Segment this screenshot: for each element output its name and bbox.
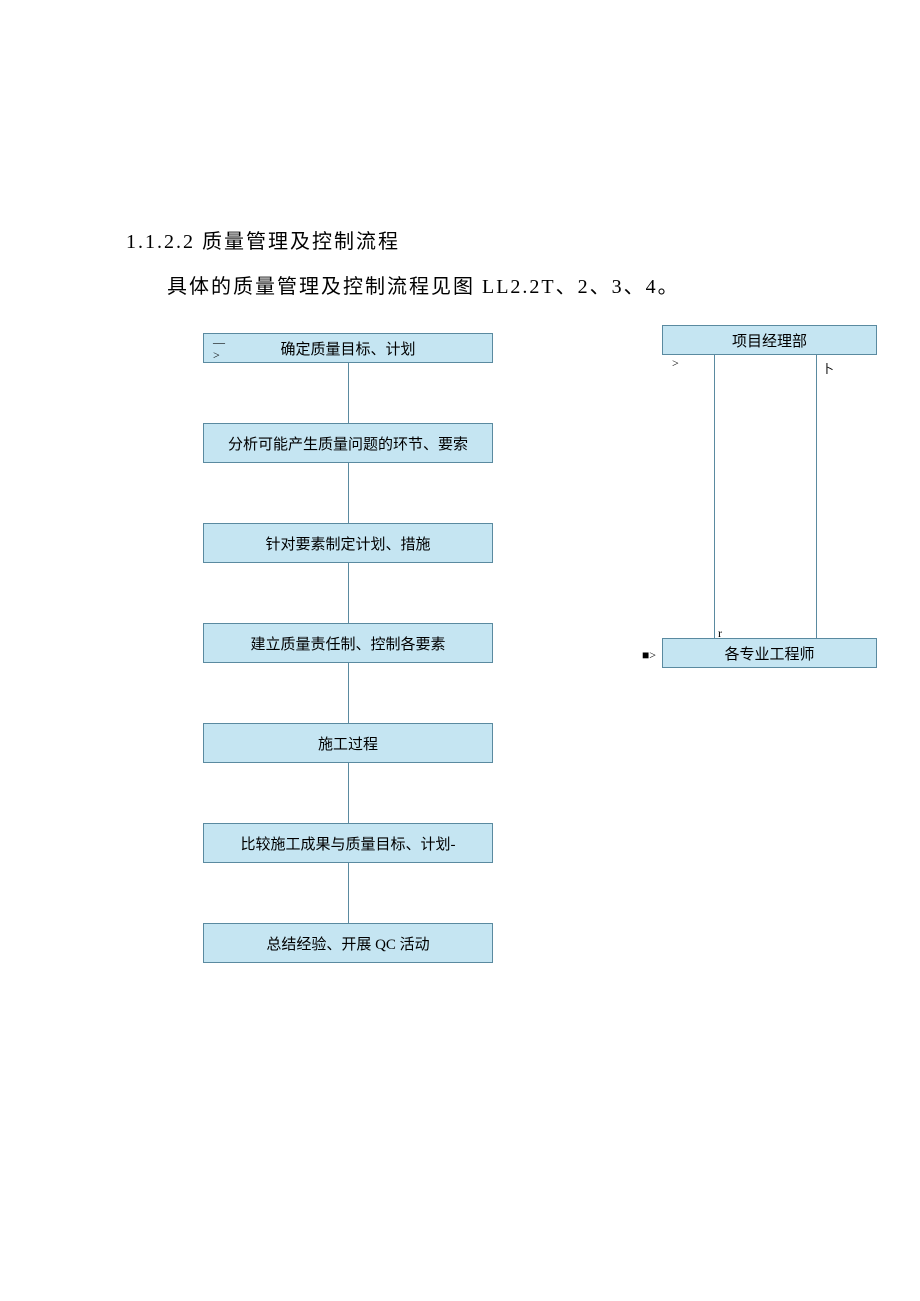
flow-box-6: 总结经验、开展 QC 活动 (203, 923, 493, 963)
flow-connector-3 (348, 663, 349, 723)
flow-box-4: 施工过程 (203, 723, 493, 763)
flow-connector-2 (348, 563, 349, 623)
mark-right-0: > (672, 356, 679, 371)
mark-right-1: 卜 (822, 360, 834, 377)
flow-label: 分析可能产生质量问题的环节、要索 (228, 433, 468, 454)
flow-connector-5 (348, 863, 349, 923)
section-heading: 1.1.2.2 质量管理及控制流程 (126, 225, 400, 254)
flow-box-1: 分析可能产生质量问题的环节、要索 (203, 423, 493, 463)
flow-label: 总结经验、开展 QC 活动 (266, 933, 429, 954)
right-box-0: 项目经理部 (662, 325, 877, 355)
flow-label: 比较施工成果与质量目标、计划- (241, 833, 456, 854)
flow-box-3: 建立质量责任制、控制各要素 (203, 623, 493, 663)
flow-connector-0 (348, 363, 349, 423)
right-connector-0 (714, 355, 715, 638)
flow-label: 施工过程 (318, 733, 378, 754)
flow-label: 确定质量目标、计划 (280, 338, 415, 359)
flow-label: 项目经理部 (732, 330, 807, 351)
right-connector-1 (816, 355, 817, 638)
mark-right-3: ■> (642, 648, 656, 663)
mark-left-1: > (213, 348, 220, 363)
flow-label: 各专业工程师 (724, 643, 814, 664)
flow-label: 建立质量责任制、控制各要素 (250, 633, 445, 654)
flow-connector-4 (348, 763, 349, 823)
flow-connector-1 (348, 463, 349, 523)
flow-label: 针对要素制定计划、措施 (265, 533, 430, 554)
right-box-1: 各专业工程师 (662, 638, 877, 668)
flow-box-2: 针对要素制定计划、措施 (203, 523, 493, 563)
flow-box-5: 比较施工成果与质量目标、计划- (203, 823, 493, 863)
flow-box-0: 确定质量目标、计划 (203, 333, 493, 363)
section-subheading: 具体的质量管理及控制流程见图 LL2.2T、2、3、4。 (167, 270, 680, 299)
mark-right-2: r (718, 626, 722, 641)
